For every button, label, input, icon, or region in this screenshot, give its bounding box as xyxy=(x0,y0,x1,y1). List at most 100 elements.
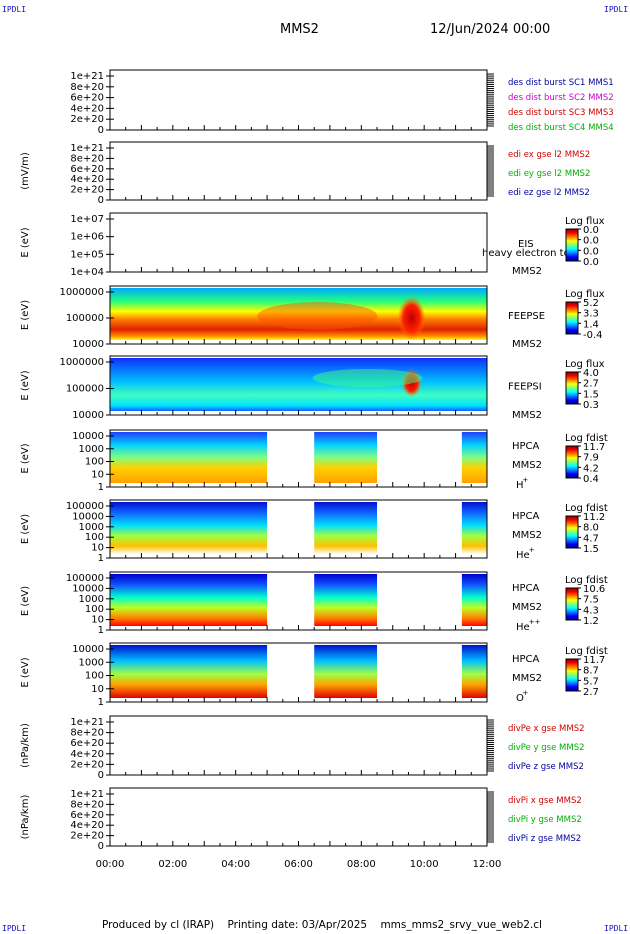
y-tick-label: 10000 xyxy=(72,431,104,442)
legend-entry: divPi y gse MMS2 xyxy=(508,815,582,825)
legend-entry: divPi z gse MMS2 xyxy=(508,834,581,844)
y-tick-label: 4e+20 xyxy=(70,103,104,114)
legend-entry: divPe y gse MMS2 xyxy=(508,743,585,753)
colorbar-tick-label: 4.7 xyxy=(583,533,599,544)
spacecraft-label: MMS2 xyxy=(512,410,542,421)
x-tick-label: 08:00 xyxy=(347,859,376,870)
x-tick-label: 04:00 xyxy=(221,859,250,870)
date-title: 12/Jun/2024 00:00 xyxy=(430,22,551,37)
colorbar-tick-label: 4.3 xyxy=(583,605,599,616)
y-tick-label: 1e+21 xyxy=(70,789,104,800)
y-tick-label: 100 xyxy=(85,457,104,468)
colorbar-tick-label: 11.7 xyxy=(583,442,605,453)
colorbar-tick-label: 4.0 xyxy=(583,368,599,379)
legend-entry: divPe z gse MMS2 xyxy=(508,762,584,772)
y-axis-label: E (eV) xyxy=(20,370,31,400)
legend-entry: divPi x gse MMS2 xyxy=(508,796,582,806)
panel-frame xyxy=(109,212,488,273)
colorbar xyxy=(565,515,579,549)
spectrogram-band xyxy=(314,502,378,554)
intensity-core xyxy=(397,296,426,340)
spectrogram-band xyxy=(461,574,487,626)
y-tick-label: 0 xyxy=(98,195,104,206)
y-tick-label: 10 xyxy=(91,615,104,626)
y-tick-label: 6e+20 xyxy=(70,810,104,821)
spectrogram-band xyxy=(314,432,378,483)
colorbar-title: Log fdist xyxy=(565,503,608,514)
y-tick-label: 100 xyxy=(85,671,104,682)
y-tick-label: 0 xyxy=(98,841,104,852)
y-tick-label: 1e+05 xyxy=(70,249,104,260)
y-tick-label: 1000000 xyxy=(59,287,104,298)
spacecraft-label: MMS2 xyxy=(512,339,542,350)
colorbar-tick-label: 0.3 xyxy=(583,400,599,411)
y-tick-label: 10 xyxy=(91,469,104,480)
colorbar-tick-label: 0.4 xyxy=(583,474,599,485)
panel-frame xyxy=(109,69,488,131)
y-tick-label: 1 xyxy=(98,482,104,493)
y-tick-label: 1 xyxy=(98,697,104,708)
colorbar xyxy=(565,371,579,405)
colorbar-tick-label: 5.2 xyxy=(583,298,599,309)
instrument-label: FEEPSE xyxy=(508,311,545,322)
x-tick-label: 02:00 xyxy=(158,859,187,870)
y-axis-label: E (eV) xyxy=(20,443,31,473)
colorbar-tick-label: 8.0 xyxy=(583,523,599,534)
species-charge: + xyxy=(522,689,528,697)
panel-hpca-o: 10000 1000 100 10 1 E (eV) HPCA MMS2 O+ Log fdist… xyxy=(20,642,608,708)
y-tick-label: 4e+20 xyxy=(70,820,104,831)
y-tick-label: 10 xyxy=(91,543,104,554)
colorbar-tick-label: 11.7 xyxy=(583,655,605,666)
y-tick-label: 100000 xyxy=(66,573,104,584)
y-tick-label: 0 xyxy=(98,125,104,136)
species-label: H xyxy=(516,480,524,491)
spectrogram-band xyxy=(314,645,378,698)
spacecraft-label: MMS2 xyxy=(512,266,542,277)
y-tick-label: 1e+21 xyxy=(70,717,104,728)
colorbar-tick-label: 0.0 xyxy=(583,236,599,247)
colorbar-tick-label: -0.4 xyxy=(583,330,603,341)
y-tick-label: 100000 xyxy=(66,501,104,512)
instrument-label: FEEPSI xyxy=(508,382,542,393)
y-tick-label: 100 xyxy=(85,604,104,615)
colorbar xyxy=(565,658,579,692)
instrument-label: HPCA xyxy=(512,511,540,522)
instrument-label: HPCA xyxy=(512,441,540,452)
instrument-label: HPCA xyxy=(512,583,540,594)
y-tick-label: 1000 xyxy=(79,594,104,605)
species-charge: ++ xyxy=(529,618,541,626)
y-axis-label: (mV/m) xyxy=(20,152,31,190)
colorbar-title: Log flux xyxy=(565,216,605,227)
y-axis-label: E (eV) xyxy=(20,657,31,687)
footer-filename: mms_mms2_srvy_vue_web2.cl xyxy=(380,919,542,931)
y-tick-label: 10000 xyxy=(72,583,104,594)
panel-feepse: 1000000 100000 10000 E (eV) FEEPSE MMS2 Log fl… xyxy=(20,285,605,350)
x-tick-label: 12:00 xyxy=(473,859,502,870)
y-tick-label: 0 xyxy=(98,770,104,781)
y-tick-label: 100 xyxy=(85,532,104,543)
spacecraft-label: MMS2 xyxy=(512,673,542,684)
legend-entry: edi ez gse l2 MMS2 xyxy=(508,188,590,198)
legend-entry: des dist burst SC3 MMS3 xyxy=(508,108,614,118)
x-tick-label: 10:00 xyxy=(410,859,439,870)
y-tick-label: 1e+07 xyxy=(70,214,104,225)
y-tick-label: 1e+21 xyxy=(70,71,104,82)
panel-eis: 1e+07 1e+06 1e+05 1e+04 E (eV) EIS MMS2 heavy e… xyxy=(20,212,605,278)
corner-mark: IPDLI xyxy=(2,924,27,933)
colorbar-tick-label: 0.0 xyxy=(583,225,599,236)
intensity-core xyxy=(257,302,378,330)
panel-feepsi: 1000000 100000 10000 E (eV) FEEPSI MMS2 Log fl… xyxy=(20,355,605,421)
y-tick-label: 1e+21 xyxy=(70,143,104,154)
y-tick-label: 1 xyxy=(98,625,104,636)
spectrogram-band xyxy=(110,358,487,411)
spacecraft-label: MMS2 xyxy=(512,602,542,613)
spectrogram-band xyxy=(110,574,268,626)
y-axis-label: E (eV) xyxy=(20,586,31,616)
x-tick-label: 06:00 xyxy=(284,859,313,870)
y-tick-label: 2e+20 xyxy=(70,759,104,770)
instrument-label: HPCA xyxy=(512,654,540,665)
instrument-label: EIS xyxy=(518,239,534,250)
